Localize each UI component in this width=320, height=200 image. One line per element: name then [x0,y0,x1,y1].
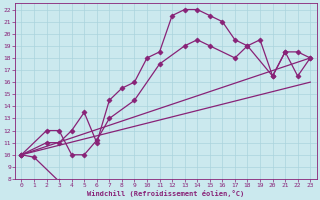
X-axis label: Windchill (Refroidissement éolien,°C): Windchill (Refroidissement éolien,°C) [87,190,244,197]
